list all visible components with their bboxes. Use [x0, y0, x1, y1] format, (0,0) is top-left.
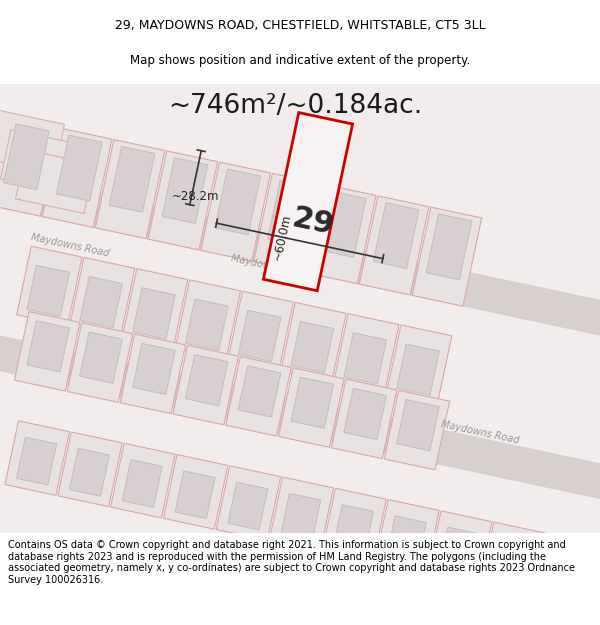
Polygon shape: [386, 325, 452, 404]
Polygon shape: [426, 214, 472, 280]
Text: Maydowns Road: Maydowns Road: [30, 232, 110, 259]
Polygon shape: [133, 288, 175, 339]
Polygon shape: [481, 522, 545, 597]
Polygon shape: [175, 280, 241, 359]
Polygon shape: [109, 146, 155, 212]
Polygon shape: [110, 443, 175, 518]
Polygon shape: [263, 112, 353, 291]
Polygon shape: [17, 246, 82, 326]
Polygon shape: [307, 184, 376, 284]
Text: ~60.0m: ~60.0m: [271, 213, 293, 261]
Polygon shape: [228, 291, 293, 371]
Polygon shape: [397, 399, 439, 451]
Polygon shape: [16, 150, 94, 213]
Polygon shape: [439, 527, 479, 575]
Polygon shape: [0, 132, 600, 375]
Polygon shape: [70, 448, 109, 496]
Polygon shape: [27, 321, 70, 372]
Text: ~28.2m: ~28.2m: [172, 190, 219, 202]
Polygon shape: [344, 332, 386, 384]
Polygon shape: [201, 162, 271, 261]
Polygon shape: [122, 459, 162, 508]
Polygon shape: [80, 332, 122, 383]
Polygon shape: [334, 504, 373, 552]
Polygon shape: [344, 388, 386, 439]
Polygon shape: [238, 310, 281, 361]
Polygon shape: [331, 379, 397, 459]
Polygon shape: [492, 538, 532, 586]
Polygon shape: [80, 276, 122, 328]
Polygon shape: [254, 173, 323, 272]
Polygon shape: [216, 466, 281, 541]
Polygon shape: [384, 391, 449, 470]
Polygon shape: [4, 124, 49, 190]
Polygon shape: [14, 312, 80, 391]
Polygon shape: [67, 323, 133, 402]
Polygon shape: [163, 454, 228, 529]
Polygon shape: [320, 191, 366, 258]
Polygon shape: [268, 180, 313, 246]
Polygon shape: [226, 357, 291, 436]
Polygon shape: [5, 421, 70, 496]
Text: 29, MAYDOWNS ROAD, CHESTFIELD, WHITSTABLE, CT5 3LL: 29, MAYDOWNS ROAD, CHESTFIELD, WHITSTABL…: [115, 19, 485, 32]
Polygon shape: [373, 202, 419, 269]
Polygon shape: [428, 511, 492, 586]
Polygon shape: [27, 265, 70, 316]
Polygon shape: [148, 151, 218, 250]
Polygon shape: [269, 477, 334, 552]
Polygon shape: [291, 377, 334, 428]
Text: Map shows position and indicative extent of the property.: Map shows position and indicative extent…: [130, 54, 470, 68]
Polygon shape: [43, 128, 112, 228]
Polygon shape: [334, 314, 399, 393]
Polygon shape: [0, 84, 600, 532]
Text: Contains OS data © Crown copyright and database right 2021. This information is : Contains OS data © Crown copyright and d…: [8, 540, 575, 585]
Polygon shape: [291, 321, 334, 372]
Text: Maydowns Road: Maydowns Road: [230, 254, 310, 280]
Polygon shape: [133, 343, 175, 394]
Polygon shape: [0, 110, 64, 173]
Polygon shape: [185, 354, 228, 406]
Polygon shape: [58, 432, 122, 507]
Polygon shape: [162, 158, 208, 224]
Polygon shape: [412, 207, 482, 306]
Polygon shape: [386, 516, 427, 564]
Polygon shape: [56, 135, 102, 201]
Polygon shape: [70, 258, 135, 337]
Polygon shape: [322, 488, 386, 563]
Polygon shape: [120, 334, 185, 414]
Polygon shape: [397, 344, 439, 395]
Polygon shape: [359, 196, 429, 295]
Polygon shape: [375, 499, 439, 574]
Polygon shape: [281, 302, 346, 382]
Polygon shape: [238, 366, 281, 417]
Polygon shape: [175, 471, 215, 519]
Polygon shape: [17, 437, 56, 485]
Text: Maydowns Road: Maydowns Road: [440, 419, 520, 446]
Polygon shape: [95, 139, 165, 239]
Polygon shape: [0, 117, 59, 216]
Polygon shape: [215, 169, 260, 235]
Polygon shape: [185, 299, 228, 350]
Polygon shape: [278, 368, 344, 448]
Polygon shape: [1, 130, 79, 193]
Polygon shape: [173, 346, 238, 425]
Polygon shape: [228, 482, 268, 530]
Text: ~746m²/~0.184ac.: ~746m²/~0.184ac.: [168, 93, 422, 119]
Polygon shape: [281, 493, 320, 541]
Polygon shape: [0, 296, 600, 539]
Polygon shape: [122, 269, 188, 348]
Text: 29: 29: [289, 203, 337, 241]
